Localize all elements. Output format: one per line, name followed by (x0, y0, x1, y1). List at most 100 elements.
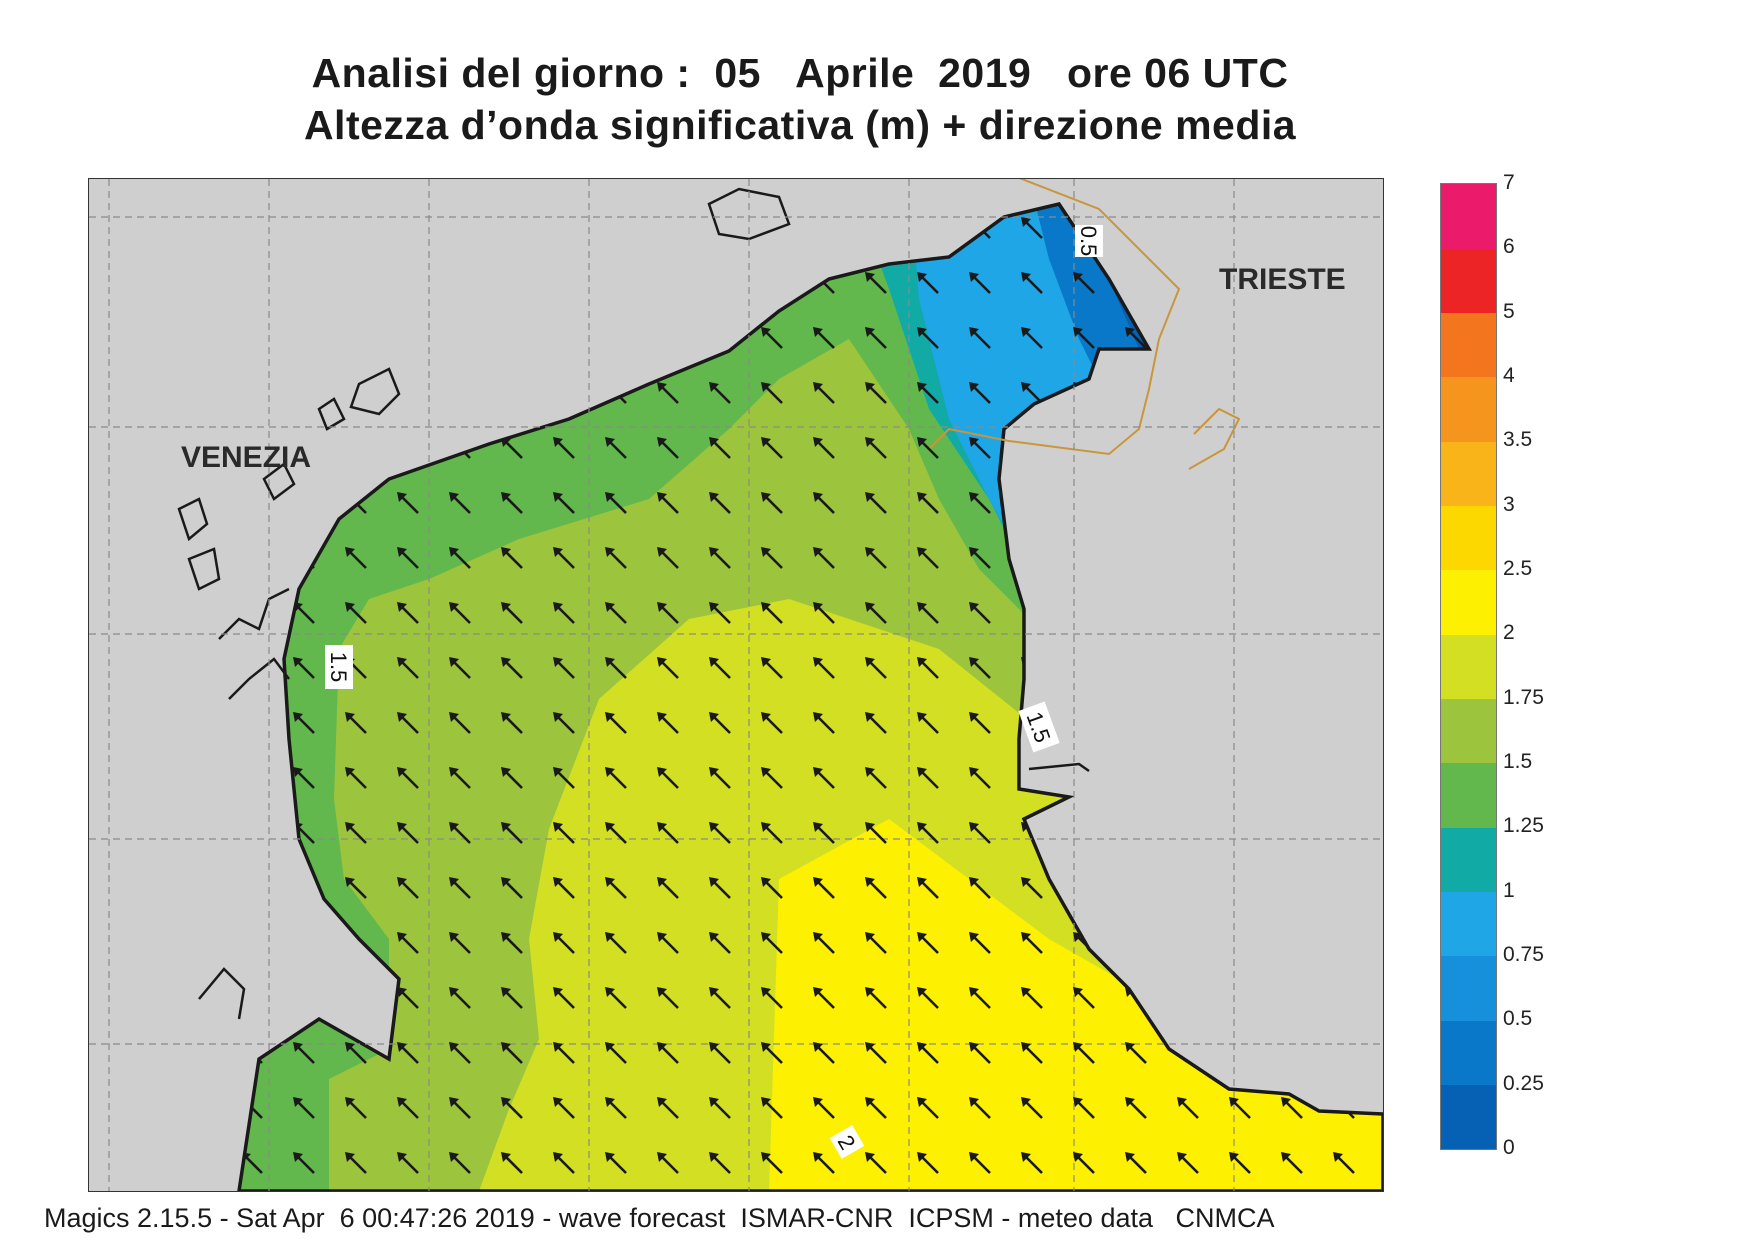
direction-arrow (1279, 490, 1304, 515)
direction-arrow (603, 270, 628, 295)
direction-arrow (137, 1042, 158, 1063)
direction-arrow (447, 270, 472, 295)
legend-band (1441, 570, 1496, 635)
direction-arrow (1227, 765, 1252, 790)
direction-arrow (447, 380, 472, 405)
direction-arrow (189, 272, 210, 293)
direction-arrow (499, 270, 524, 295)
direction-arrow (239, 930, 264, 955)
legend-label: 2 (1503, 621, 1515, 645)
legend-band (1441, 956, 1496, 1021)
direction-arrow (1071, 820, 1096, 845)
direction-arrow (239, 710, 264, 735)
direction-arrow (137, 1097, 158, 1118)
direction-arrow (395, 435, 420, 460)
direction-arrow (1123, 875, 1148, 900)
direction-arrow (811, 215, 836, 240)
direction-arrow (1227, 655, 1252, 680)
direction-arrow (1227, 710, 1252, 735)
title-line-2: Altezza d’onda significativa (m) + direz… (303, 102, 1297, 148)
direction-arrow (239, 820, 264, 845)
city-label-trieste: TRIESTE (1219, 263, 1346, 296)
direction-arrow (137, 822, 158, 843)
direction-arrow (1175, 765, 1200, 790)
city-label-venezia: VENEZIA (181, 441, 311, 474)
direction-arrow (1175, 875, 1200, 900)
direction-arrow (1227, 545, 1252, 570)
direction-arrow (291, 380, 316, 405)
direction-arrow (1279, 985, 1304, 1010)
direction-arrow (1331, 490, 1356, 515)
direction-arrow (1227, 600, 1252, 625)
direction-arrow (189, 932, 210, 953)
contour-label: 0.5 (1076, 226, 1101, 257)
contour-label: 1.5 (326, 652, 351, 683)
legend-label: 0.75 (1503, 943, 1544, 966)
direction-arrow (137, 932, 158, 953)
direction-arrow (239, 875, 264, 900)
legend-label: 0 (1503, 1136, 1515, 1159)
direction-arrow (1279, 655, 1304, 680)
direction-arrow (1175, 270, 1200, 295)
direction-arrow (1019, 435, 1044, 460)
direction-arrow (189, 327, 210, 348)
direction-arrow (137, 767, 158, 788)
direction-arrow (239, 600, 264, 625)
legend-label: 2.5 (1503, 557, 1533, 580)
legend-band (1441, 763, 1496, 828)
direction-arrow (137, 217, 158, 238)
direction-arrow (1279, 820, 1304, 845)
direction-arrow (1071, 875, 1096, 900)
direction-arrow (189, 1152, 210, 1173)
color-legend (1440, 183, 1497, 1150)
footer-credits: Magics 2.15.5 - Sat Apr 6 00:47:26 2019 … (44, 1203, 1275, 1233)
direction-arrow (1071, 655, 1096, 680)
direction-arrow (655, 325, 680, 350)
legend-band (1441, 441, 1496, 507)
direction-arrow (1175, 655, 1200, 680)
direction-arrow (239, 270, 264, 295)
direction-arrow (1123, 930, 1148, 955)
direction-arrow (343, 325, 368, 350)
direction-arrow (1071, 490, 1096, 515)
direction-arrow (189, 1097, 210, 1118)
direction-arrow (291, 490, 316, 515)
direction-arrow (1123, 545, 1148, 570)
direction-arrow (291, 985, 316, 1010)
direction-arrow (1019, 765, 1044, 790)
direction-arrow (759, 270, 784, 295)
direction-arrow (137, 382, 158, 403)
direction-arrow (239, 545, 264, 570)
direction-arrow (1279, 600, 1304, 625)
direction-arrow (239, 765, 264, 790)
direction-arrow (239, 655, 264, 680)
direction-arrow (1175, 435, 1200, 460)
direction-arrow (1123, 270, 1148, 295)
direction-arrow (1227, 325, 1252, 350)
direction-arrow (1123, 820, 1148, 845)
direction-arrow (1227, 1040, 1252, 1065)
direction-arrow (291, 325, 316, 350)
direction-arrow (1227, 820, 1252, 845)
direction-arrow (189, 217, 210, 238)
direction-arrow (1331, 325, 1356, 350)
direction-arrow (1331, 875, 1356, 900)
direction-arrow (189, 1042, 210, 1063)
direction-arrow (189, 602, 210, 623)
legend-band (1441, 634, 1496, 700)
wave-height-field (239, 204, 1383, 1191)
direction-arrow (1123, 600, 1148, 625)
direction-arrow (499, 380, 524, 405)
legend-label: 4 (1503, 364, 1515, 387)
direction-arrow (1279, 325, 1304, 350)
direction-arrow (551, 325, 576, 350)
legend-band (1441, 827, 1496, 893)
direction-arrow (1331, 1040, 1356, 1065)
direction-arrow (1279, 215, 1304, 240)
map-svg: 0.5 1.5 1.5 2 VENEZIA TRIESTE (89, 179, 1383, 1191)
direction-arrow (447, 215, 472, 240)
direction-arrow (1279, 380, 1304, 405)
legend-label: 1 (1503, 878, 1515, 902)
direction-arrow (239, 490, 264, 515)
direction-arrow (1279, 545, 1304, 570)
